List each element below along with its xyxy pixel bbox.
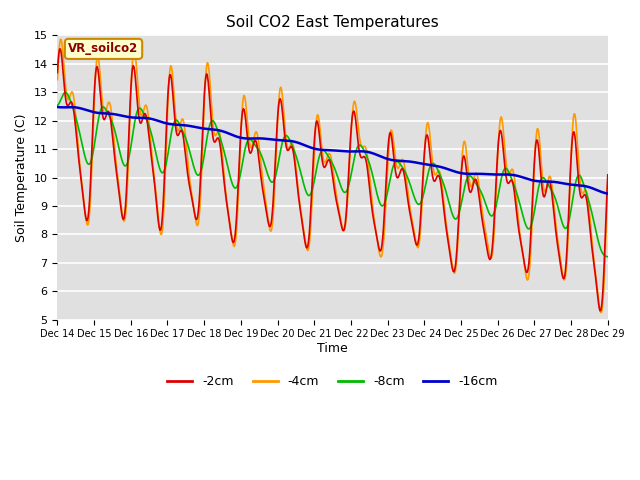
Legend: -2cm, -4cm, -8cm, -16cm: -2cm, -4cm, -8cm, -16cm — [163, 370, 502, 393]
Text: VR_soilco2: VR_soilco2 — [68, 42, 139, 55]
Y-axis label: Soil Temperature (C): Soil Temperature (C) — [15, 113, 28, 242]
X-axis label: Time: Time — [317, 342, 348, 355]
Title: Soil CO2 East Temperatures: Soil CO2 East Temperatures — [226, 15, 439, 30]
